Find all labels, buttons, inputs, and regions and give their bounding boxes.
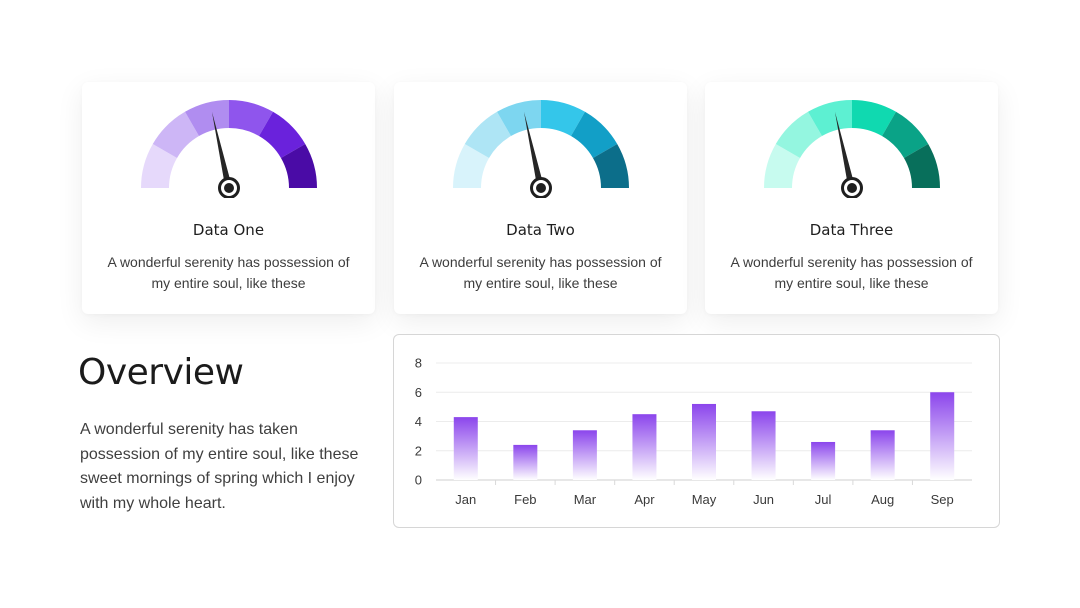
bar-chart: 0 2 4 6 8 Jan Feb Mar Apr May Jun Jul Aug Sep bbox=[415, 356, 972, 507]
gauge-segment bbox=[852, 100, 896, 137]
gauge-hub-center bbox=[536, 183, 546, 193]
overview-text: A wonderful serenity has taken possessio… bbox=[80, 421, 359, 512]
y-tick-label: 4 bbox=[415, 414, 422, 429]
bar-feb bbox=[513, 444, 538, 480]
card-description: A wonderful serenity has possession of m… bbox=[107, 254, 350, 291]
card-data-three: Data Three A wonderful serenity has poss… bbox=[705, 82, 998, 314]
gauge-segment bbox=[259, 111, 306, 158]
bar-apr bbox=[632, 414, 657, 480]
y-tick-label: 6 bbox=[415, 385, 422, 400]
bar-may bbox=[692, 403, 716, 480]
bar-sep bbox=[930, 392, 955, 480]
gauge-segment bbox=[903, 144, 940, 188]
x-tick-label: Sep bbox=[931, 492, 954, 507]
gauge-hub-center bbox=[224, 183, 234, 193]
x-tick-label: Aug bbox=[871, 492, 894, 507]
gauge-segment bbox=[764, 144, 801, 188]
gauge-data-two bbox=[453, 100, 629, 198]
gauge-segment bbox=[453, 144, 490, 188]
x-tick-label: Apr bbox=[634, 492, 655, 507]
x-tick-label: Jun bbox=[753, 492, 774, 507]
x-tick-label: Jan bbox=[455, 492, 476, 507]
bar-chart-panel: 0 2 4 6 8 Jan Feb Mar Apr May Jun Jul Aug Sep bbox=[393, 334, 1000, 528]
bar-jan bbox=[453, 417, 478, 480]
gauge-segment bbox=[497, 100, 541, 137]
card-description: A wonderful serenity has possession of m… bbox=[730, 254, 973, 291]
bar-jun bbox=[751, 411, 776, 480]
gauge-hub-center bbox=[847, 183, 857, 193]
y-tick-label: 8 bbox=[415, 356, 422, 371]
x-tick-label: Feb bbox=[514, 492, 536, 507]
gauge-segment bbox=[808, 100, 852, 137]
gauge-segment bbox=[882, 111, 929, 158]
gauge-data-three bbox=[764, 100, 940, 198]
gauge-segment bbox=[152, 111, 199, 158]
gauge-segment bbox=[592, 144, 629, 188]
gauge-segment bbox=[571, 111, 618, 158]
gauge-segment bbox=[185, 100, 229, 137]
y-tick-label: 0 bbox=[415, 473, 422, 488]
bar-aug bbox=[870, 430, 895, 480]
y-tick-label: 2 bbox=[415, 443, 422, 458]
gauge-data-one bbox=[141, 100, 317, 198]
card-data-two: Data Two A wonderful serenity has posses… bbox=[394, 82, 687, 314]
overview-title: Overview bbox=[78, 352, 244, 393]
gauge-segment bbox=[541, 100, 585, 137]
card-title: Data Three bbox=[809, 221, 894, 239]
bar-jul bbox=[811, 441, 836, 480]
bar-mar bbox=[572, 430, 597, 480]
x-tick-label: Mar bbox=[574, 492, 597, 507]
x-tick-label: May bbox=[692, 492, 717, 507]
x-tick-label: Jul bbox=[815, 492, 832, 507]
card-description: A wonderful serenity has possession of m… bbox=[419, 254, 662, 291]
gauge-segment bbox=[280, 144, 317, 188]
gauge-segment bbox=[775, 111, 822, 158]
card-data-one: Data One A wonderful serenity has posses… bbox=[82, 82, 375, 314]
gauge-segment bbox=[141, 144, 178, 188]
gauge-segment bbox=[464, 111, 511, 158]
gauge-segment bbox=[229, 100, 273, 137]
card-title: Data Two bbox=[506, 221, 575, 239]
card-title: Data One bbox=[192, 221, 265, 239]
